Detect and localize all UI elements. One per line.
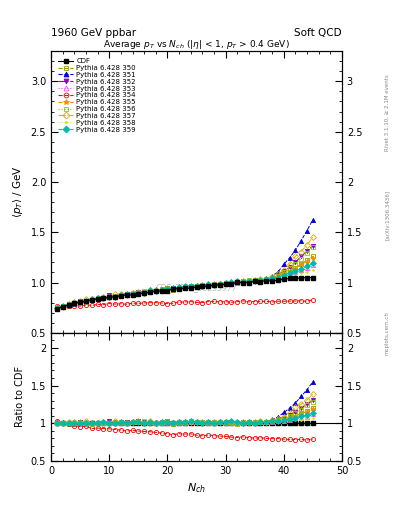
Text: Soft QCD: Soft QCD xyxy=(294,28,342,38)
Text: 1960 GeV ppbar: 1960 GeV ppbar xyxy=(51,28,136,38)
Text: [arXiv:1306.3436]: [arXiv:1306.3436] xyxy=(385,190,390,240)
Legend: CDF, Pythia 6.428 350, Pythia 6.428 351, Pythia 6.428 352, Pythia 6.428 353, Pyt: CDF, Pythia 6.428 350, Pythia 6.428 351,… xyxy=(57,57,136,133)
Text: Rivet 3.1.10, ≥ 2.1M events: Rivet 3.1.10, ≥ 2.1M events xyxy=(385,74,390,151)
Title: Average $p_T$ vs $N_{ch}$ ($|\eta|$ < 1, $p_T$ > 0.4 GeV): Average $p_T$ vs $N_{ch}$ ($|\eta|$ < 1,… xyxy=(103,38,290,51)
Y-axis label: Ratio to CDF: Ratio to CDF xyxy=(15,366,25,428)
Y-axis label: $\langle p_T \rangle$ / GeV: $\langle p_T \rangle$ / GeV xyxy=(11,165,25,219)
X-axis label: $N_{ch}$: $N_{ch}$ xyxy=(187,481,206,495)
Text: CDF_2009_S8233977: CDF_2009_S8233977 xyxy=(156,283,237,292)
Text: mcplots.cern.ch: mcplots.cern.ch xyxy=(385,311,390,355)
